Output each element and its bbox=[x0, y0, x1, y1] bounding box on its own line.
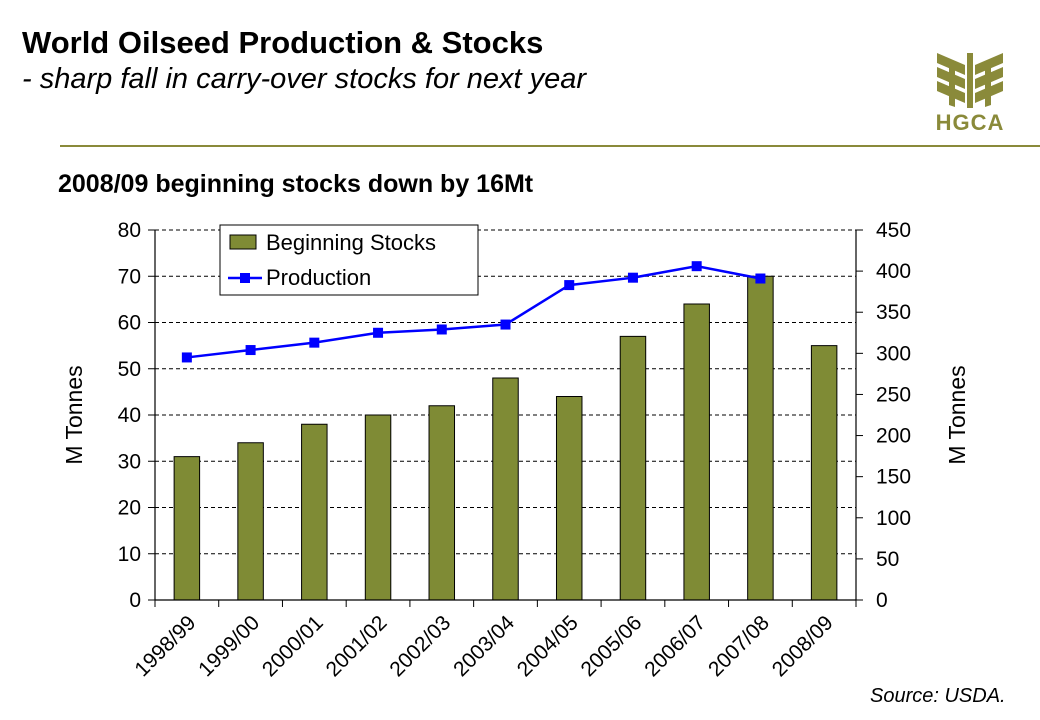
x-tick-label: 2004/05 bbox=[513, 611, 583, 681]
bars bbox=[173, 275, 838, 601]
right-tick-label: 300 bbox=[876, 342, 911, 365]
bar-1999/00 bbox=[237, 442, 264, 601]
production-series-line bbox=[186, 264, 761, 359]
header-divider bbox=[60, 145, 1040, 147]
x-tick-label: 2002/03 bbox=[385, 611, 455, 681]
left-tick-label: 40 bbox=[118, 404, 141, 427]
left-tick-label: 60 bbox=[118, 312, 141, 335]
production-point-2007/08 bbox=[755, 273, 766, 284]
production-point-2005/06 bbox=[627, 272, 638, 283]
right-tick-label: 150 bbox=[876, 466, 911, 489]
bar-2003/04 bbox=[492, 377, 519, 601]
bar-2008/09 bbox=[810, 345, 838, 601]
bar-2004/05 bbox=[555, 396, 583, 601]
x-tick-label: 2007/08 bbox=[704, 611, 774, 681]
production-line bbox=[181, 261, 766, 363]
right-tick-label: 100 bbox=[876, 507, 911, 530]
page-subtitle: - sharp fall in carry-over stocks for ne… bbox=[22, 63, 587, 95]
legend-label-production: Production bbox=[266, 265, 371, 290]
logo-text: HGCA bbox=[935, 110, 1005, 135]
bar-2007/08 bbox=[747, 275, 774, 601]
x-tick-label: 2008/09 bbox=[768, 611, 838, 681]
production-point-1998/99 bbox=[181, 352, 192, 363]
x-tick-label: 2000/01 bbox=[258, 611, 328, 681]
production-point-2001/02 bbox=[373, 327, 384, 338]
left-tick-label: 10 bbox=[118, 543, 141, 566]
left-tick-label: 50 bbox=[118, 358, 141, 381]
legend-marker-production bbox=[240, 273, 250, 283]
x-tick-label: 2006/07 bbox=[640, 611, 710, 681]
right-tick-label: 0 bbox=[876, 589, 888, 612]
x-tick-label: 1999/00 bbox=[194, 611, 264, 681]
right-axis-title: M Tonnes bbox=[944, 365, 970, 464]
bar-2000/01 bbox=[301, 423, 328, 601]
production-point-2006/07 bbox=[691, 261, 702, 272]
legend-swatch-beginning-stocks bbox=[229, 234, 257, 250]
bar-2006/07 bbox=[683, 303, 710, 601]
bar-1998/99 bbox=[173, 456, 201, 601]
production-point-2000/01 bbox=[309, 337, 320, 348]
bar-2001/02 bbox=[364, 414, 392, 601]
page-title: World Oilseed Production & Stocks bbox=[22, 25, 544, 60]
left-tick-label: 20 bbox=[118, 497, 141, 520]
production-point-2004/05 bbox=[564, 280, 575, 291]
production-point-2003/04 bbox=[500, 319, 511, 330]
left-tick-label: 80 bbox=[118, 219, 141, 242]
right-tick-label: 200 bbox=[876, 425, 911, 448]
production-point-1999/00 bbox=[245, 345, 256, 356]
x-tick-label: 2001/02 bbox=[322, 611, 392, 681]
right-tick-label: 350 bbox=[876, 301, 911, 324]
right-tick-label: 250 bbox=[876, 383, 911, 406]
x-tick-label: 1998/99 bbox=[130, 611, 200, 681]
right-tick-label: 50 bbox=[876, 548, 899, 571]
bar-2005/06 bbox=[619, 335, 647, 601]
bar-2002/03 bbox=[428, 405, 456, 601]
left-tick-label: 70 bbox=[118, 265, 141, 288]
x-tick-label: 2005/06 bbox=[577, 611, 647, 681]
left-axis-title: M Tonnes bbox=[61, 365, 87, 464]
wheat-logo-icon bbox=[937, 53, 1003, 108]
axes bbox=[148, 229, 863, 607]
right-tick-label: 400 bbox=[876, 260, 911, 283]
left-tick-label: 0 bbox=[129, 589, 141, 612]
chart-title: 2008/09 beginning stocks down by 16Mt bbox=[58, 170, 534, 198]
right-tick-label: 450 bbox=[876, 219, 911, 242]
legend-label-beginning-stocks: Beginning Stocks bbox=[266, 230, 436, 255]
legend-box bbox=[219, 224, 479, 296]
source-note: Source: USDA. bbox=[870, 685, 1006, 707]
legend: Beginning Stocks Production bbox=[219, 224, 479, 296]
x-tick-label: 2003/04 bbox=[449, 611, 519, 681]
left-tick-label: 30 bbox=[118, 450, 141, 473]
production-point-2002/03 bbox=[436, 324, 447, 335]
